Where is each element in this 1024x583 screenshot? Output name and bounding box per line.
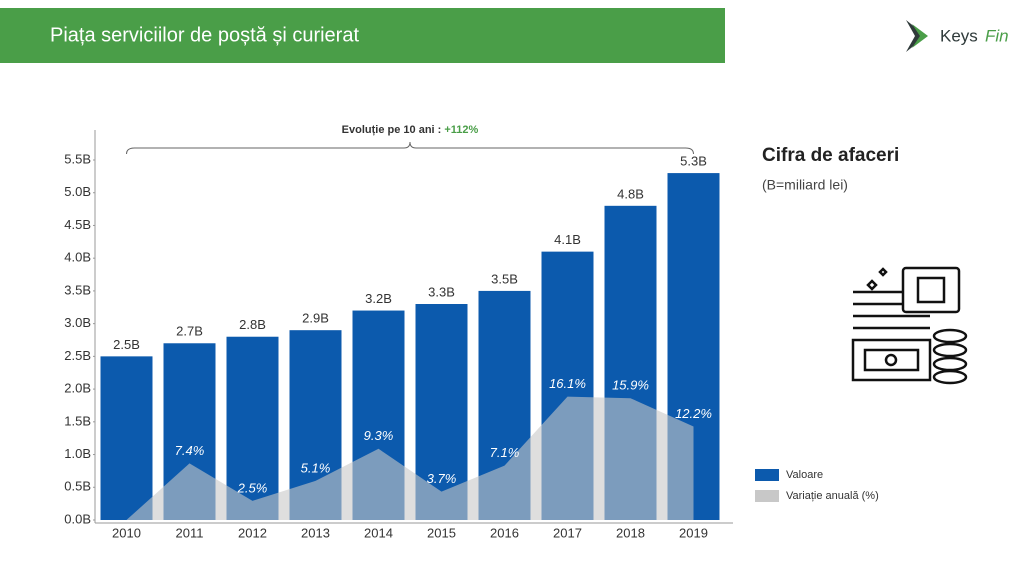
y-tick-label: 1.5B — [64, 413, 91, 428]
area-value-label: 3.7% — [427, 471, 457, 486]
bar-value-label: 4.8B — [617, 186, 644, 201]
area-value-label: 15.9% — [612, 378, 649, 393]
y-tick-label: 1.0B — [64, 446, 91, 461]
logo-mark — [906, 20, 926, 52]
bar-value-label: 5.3B — [680, 154, 707, 169]
x-tick-label: 2018 — [616, 525, 645, 540]
legend-swatch — [755, 490, 779, 502]
logo-text: Fin — [985, 26, 1009, 45]
y-tick-label: 0.5B — [64, 479, 91, 494]
area-value-label: 7.4% — [175, 443, 205, 458]
legend-label: Variație anuală (%) — [786, 490, 879, 502]
x-tick-label: 2016 — [490, 525, 519, 540]
logo-text: Keys — [940, 26, 978, 45]
x-tick-label: 2015 — [427, 525, 456, 540]
bar-value-label: 2.8B — [239, 317, 266, 332]
bar-value-label: 3.2B — [365, 291, 392, 306]
area-value-label: 12.2% — [675, 406, 712, 421]
bracket — [126, 141, 694, 155]
x-tick-label: 2011 — [176, 525, 204, 540]
logo: Keys Fin — [906, 20, 1009, 52]
annotation-value: +112% — [444, 124, 478, 136]
bar-value-label: 4.1B — [554, 232, 581, 247]
y-tick-label: 2.0B — [64, 381, 91, 396]
x-tick-label: 2014 — [364, 525, 393, 540]
bar-value-label: 2.7B — [176, 324, 203, 339]
legend-swatch — [755, 469, 779, 481]
header-bar — [0, 8, 725, 63]
area-value-label: 9.3% — [364, 428, 394, 443]
x-tick-label: 2013 — [301, 525, 330, 540]
area — [126, 396, 694, 520]
header-title: Piața serviciilor de poștă și curierat — [50, 24, 359, 46]
y-tick-label: 3.0B — [64, 315, 91, 330]
area-value-label: 7.1% — [490, 445, 520, 460]
side-subtitle: (B=miliard lei) — [762, 177, 848, 193]
y-tick-label: 3.5B — [64, 282, 91, 297]
x-tick-label: 2019 — [679, 525, 708, 540]
y-tick-label: 0.0B — [64, 511, 91, 526]
legend-label: Valoare — [786, 469, 823, 481]
y-tick-label: 4.5B — [64, 217, 91, 232]
bar — [226, 336, 279, 520]
area-value-label: 5.1% — [301, 460, 331, 475]
logo-mark — [912, 24, 928, 48]
bar — [100, 356, 153, 520]
x-tick-label: 2017 — [553, 525, 582, 540]
x-tick-label: 2012 — [238, 525, 267, 540]
area-value-label: 2.5% — [237, 480, 268, 495]
y-tick-label: 4.0B — [64, 250, 91, 265]
bar-value-label: 3.3B — [428, 284, 455, 299]
icon — [851, 266, 968, 385]
area-value-label: 16.1% — [549, 376, 586, 391]
annotation: Evoluție pe 10 ani : +112% — [342, 124, 479, 136]
bar-value-label: 2.9B — [302, 311, 329, 326]
y-tick-label: 2.5B — [64, 348, 91, 363]
y-tick-label: 5.5B — [64, 151, 91, 166]
bar-value-label: 2.5B — [113, 337, 140, 352]
x-tick-label: 2010 — [112, 525, 141, 540]
y-tick-label: 5.0B — [64, 184, 91, 199]
annotation-label: Evoluție pe 10 ani : — [342, 124, 442, 136]
side-title: Cifra de afaceri — [762, 145, 899, 166]
bar-value-label: 3.5B — [491, 271, 518, 286]
